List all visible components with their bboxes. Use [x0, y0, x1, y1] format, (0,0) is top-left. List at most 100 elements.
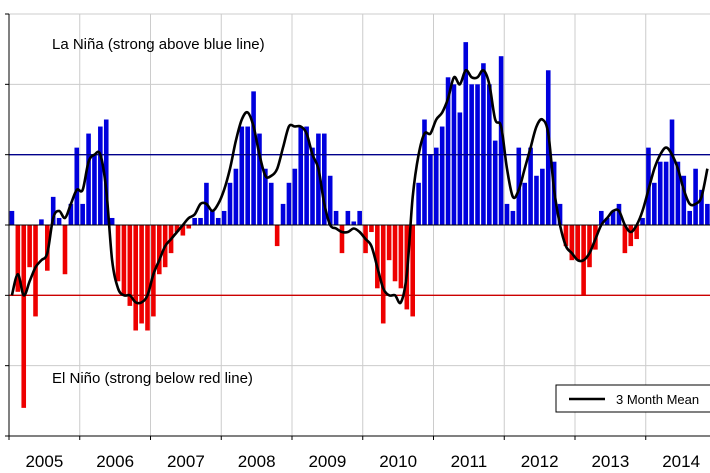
- bar: [239, 126, 245, 225]
- bar: [174, 225, 180, 233]
- bar: [380, 225, 386, 324]
- year-label: 2012: [521, 452, 559, 471]
- bar: [62, 225, 68, 275]
- bar: [540, 168, 545, 225]
- bar: [522, 182, 527, 225]
- legend: 3 Month Mean: [555, 384, 710, 413]
- bar: [221, 210, 227, 225]
- bar: [439, 126, 445, 225]
- year-label: 2014: [662, 452, 700, 471]
- bar: [504, 203, 510, 225]
- bar: [345, 210, 351, 225]
- bar: [133, 225, 139, 331]
- bar: [127, 225, 133, 306]
- bar: [316, 133, 321, 225]
- bar: [298, 126, 304, 225]
- bar: [375, 225, 380, 289]
- bar: [286, 182, 292, 225]
- bar: [15, 225, 21, 292]
- year-label: 2009: [308, 452, 346, 471]
- bar: [80, 203, 85, 225]
- bar: [628, 225, 634, 247]
- bar: [687, 210, 692, 225]
- bar: [145, 225, 150, 331]
- bar: [663, 161, 669, 225]
- bar: [433, 147, 439, 225]
- bar: [210, 210, 215, 225]
- bar: [339, 225, 345, 254]
- bar: [634, 225, 639, 240]
- bar: [103, 119, 109, 225]
- bar: [56, 217, 62, 225]
- bar: [50, 196, 56, 225]
- year-label: 2008: [238, 452, 276, 471]
- mean-line: [10, 68, 709, 305]
- bar: [251, 91, 256, 225]
- bar: [705, 203, 710, 225]
- bar: [186, 225, 192, 229]
- bar: [268, 182, 274, 225]
- bar: [528, 147, 533, 225]
- bar: [587, 225, 592, 268]
- bar: [616, 203, 622, 225]
- bar: [445, 77, 451, 225]
- year-label: 2011: [451, 452, 488, 471]
- bar: [428, 154, 433, 225]
- bar: [21, 225, 27, 408]
- bar: [422, 119, 427, 225]
- legend-label: 3 Month Mean: [616, 392, 699, 407]
- bar: [68, 203, 74, 225]
- bar: [557, 203, 563, 225]
- bar: [598, 210, 604, 225]
- bar: [563, 225, 569, 247]
- bar: [39, 219, 44, 225]
- bar: [463, 42, 469, 226]
- bar: [180, 225, 186, 236]
- bar: [681, 175, 687, 225]
- la-nina-annotation: La Niña (strong above blue line): [52, 36, 265, 53]
- bar: [693, 168, 698, 225]
- bar: [392, 225, 398, 282]
- bar: [257, 133, 262, 225]
- bar: [156, 225, 162, 275]
- year-label: 2010: [379, 452, 417, 471]
- bar: [575, 225, 581, 261]
- bar: [327, 175, 333, 225]
- bar: [357, 210, 362, 225]
- bar: [534, 175, 539, 225]
- bar: [510, 210, 516, 225]
- bar: [657, 161, 663, 225]
- bar: [121, 225, 127, 296]
- bar: [139, 225, 144, 324]
- bar: [481, 63, 486, 225]
- bar: [416, 182, 421, 225]
- bar: [310, 147, 315, 225]
- bar: [699, 189, 704, 225]
- bar: [274, 225, 280, 247]
- bar: [322, 133, 327, 225]
- bar: [115, 225, 121, 282]
- bar: [498, 56, 504, 226]
- bar: [457, 112, 463, 225]
- bar: [675, 161, 681, 225]
- bar: [333, 210, 339, 225]
- bar: [569, 225, 575, 261]
- mean-line-layer: [10, 68, 709, 305]
- bar: [280, 203, 286, 225]
- bar: [74, 147, 80, 225]
- bar: [545, 70, 551, 226]
- bar: [398, 225, 404, 289]
- bar: [192, 217, 197, 225]
- bar: [215, 217, 221, 225]
- bar: [98, 126, 103, 225]
- bar: [492, 140, 498, 225]
- bar: [604, 217, 610, 225]
- year-label: 2005: [25, 452, 63, 471]
- bar: [9, 210, 15, 225]
- bar: [640, 217, 645, 225]
- bar: [245, 126, 250, 225]
- bar: [109, 217, 115, 225]
- year-label: 2013: [591, 452, 629, 471]
- el-nino-annotation: El Niño (strong below red line): [52, 370, 253, 387]
